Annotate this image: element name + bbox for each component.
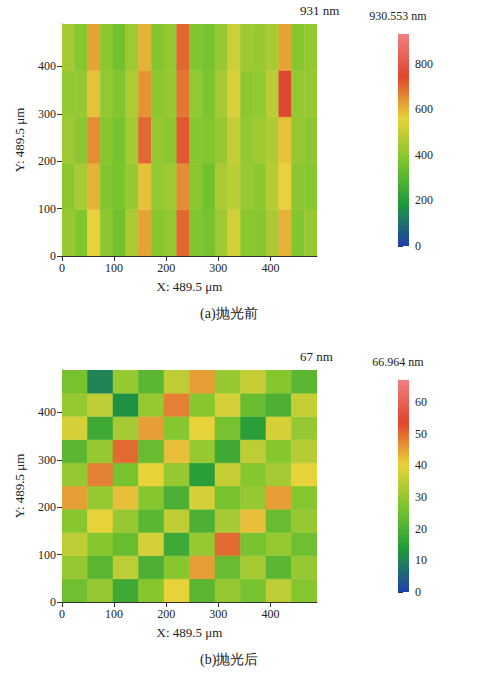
svg-text:(a)抛光前: (a)抛光前 <box>200 306 258 322</box>
svg-text:40: 40 <box>415 458 427 472</box>
svg-text:66.964 nm: 66.964 nm <box>372 355 424 369</box>
svg-text:67 nm: 67 nm <box>300 349 333 364</box>
svg-text:0: 0 <box>415 239 421 253</box>
svg-text:100: 100 <box>105 607 123 621</box>
svg-text:200: 200 <box>38 500 56 514</box>
svg-text:100: 100 <box>105 261 123 275</box>
svg-text:X: 489.5 μm: X: 489.5 μm <box>157 279 223 294</box>
svg-text:100: 100 <box>38 202 56 216</box>
svg-text:300: 300 <box>38 107 56 121</box>
svg-text:600: 600 <box>415 102 433 116</box>
svg-text:(b)抛光后: (b)抛光后 <box>200 652 258 668</box>
svg-text:50: 50 <box>415 427 427 441</box>
svg-text:30: 30 <box>415 490 427 504</box>
svg-text:60: 60 <box>415 395 427 409</box>
svg-text:0: 0 <box>50 249 56 263</box>
svg-text:200: 200 <box>38 154 56 168</box>
svg-text:20: 20 <box>415 522 427 536</box>
svg-text:X: 489.5 μm: X: 489.5 μm <box>157 625 223 640</box>
svg-text:200: 200 <box>157 607 175 621</box>
svg-text:Y: 489.5 μm: Y: 489.5 μm <box>12 454 27 519</box>
svg-text:931 nm: 931 nm <box>300 3 339 18</box>
svg-text:400: 400 <box>38 405 56 419</box>
svg-text:400: 400 <box>261 261 279 275</box>
svg-text:300: 300 <box>209 261 227 275</box>
svg-text:Y: 489.5 μm: Y: 489.5 μm <box>12 108 27 173</box>
svg-text:0: 0 <box>415 585 421 599</box>
svg-text:300: 300 <box>209 607 227 621</box>
svg-text:400: 400 <box>261 607 279 621</box>
svg-text:100: 100 <box>38 548 56 562</box>
svg-text:0: 0 <box>59 607 65 621</box>
svg-text:200: 200 <box>157 261 175 275</box>
svg-text:200: 200 <box>415 193 433 207</box>
svg-text:400: 400 <box>38 59 56 73</box>
svg-text:930.553 nm: 930.553 nm <box>369 9 427 23</box>
svg-text:0: 0 <box>59 261 65 275</box>
svg-text:300: 300 <box>38 453 56 467</box>
svg-text:0: 0 <box>50 595 56 609</box>
svg-text:400: 400 <box>415 148 433 162</box>
svg-text:800: 800 <box>415 57 433 71</box>
svg-text:10: 10 <box>415 553 427 567</box>
